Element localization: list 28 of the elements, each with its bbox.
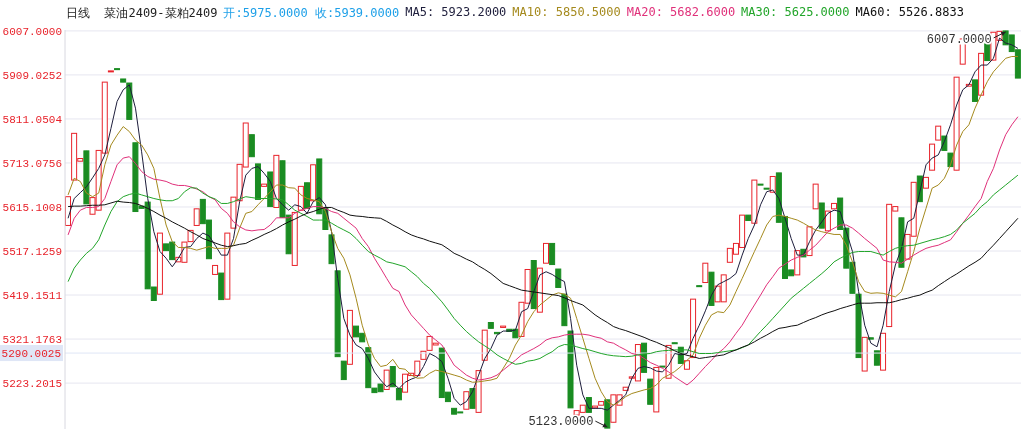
y-tick-label: 5321.1763 <box>2 334 62 347</box>
ref-line-label: 5290.0025 <box>1 348 61 361</box>
y-tick-label: 5615.1008 <box>2 201 62 214</box>
candlestick <box>543 242 549 264</box>
text: MA5: 5923.2000 <box>405 5 507 21</box>
candlestick <box>555 268 562 288</box>
y-tick-label: 5223.2015 <box>2 378 62 391</box>
annotation: 5123.0000 <box>528 415 594 429</box>
text: MA20: 5682.6000 <box>626 5 736 21</box>
text: MA10: 5850.5000 <box>512 5 621 21</box>
line-series <box>67 116 1019 386</box>
chart-subtitle: 开:5975.0000 收:5939.0000 <box>223 5 400 22</box>
line-series <box>67 174 1019 365</box>
candlestick <box>340 360 347 381</box>
line-series <box>67 200 1019 359</box>
y-tick-label: 5419.1511 <box>2 290 63 303</box>
text: MA60: 5526.8833 <box>855 5 964 21</box>
candlestick <box>549 242 556 266</box>
candlestick <box>702 262 709 284</box>
text: MA30: 5625.0000 <box>741 5 850 21</box>
y-tick-label: 5811.0504 <box>2 113 63 126</box>
y-tick-label: 6007.0000 <box>2 25 62 38</box>
y-tick-label: 5517.1259 <box>2 246 62 259</box>
candlestick <box>971 79 978 102</box>
y-tick-label: 5909.0252 <box>2 69 62 82</box>
y-tick-label: 5713.0756 <box>2 157 62 170</box>
chart-title: 日线 菜油2409-菜粕2409 <box>66 5 218 22</box>
candlestick <box>248 134 255 158</box>
